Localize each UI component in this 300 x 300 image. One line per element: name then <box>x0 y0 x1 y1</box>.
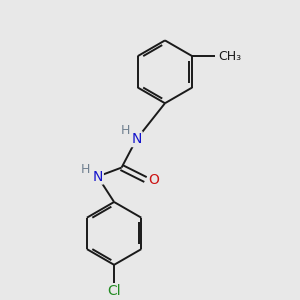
Text: CH₃: CH₃ <box>218 50 241 63</box>
Text: H: H <box>121 124 130 137</box>
Text: Cl: Cl <box>107 284 121 298</box>
Text: H: H <box>80 163 90 176</box>
Text: N: N <box>131 132 142 146</box>
Text: O: O <box>148 172 159 187</box>
Text: N: N <box>92 169 103 184</box>
